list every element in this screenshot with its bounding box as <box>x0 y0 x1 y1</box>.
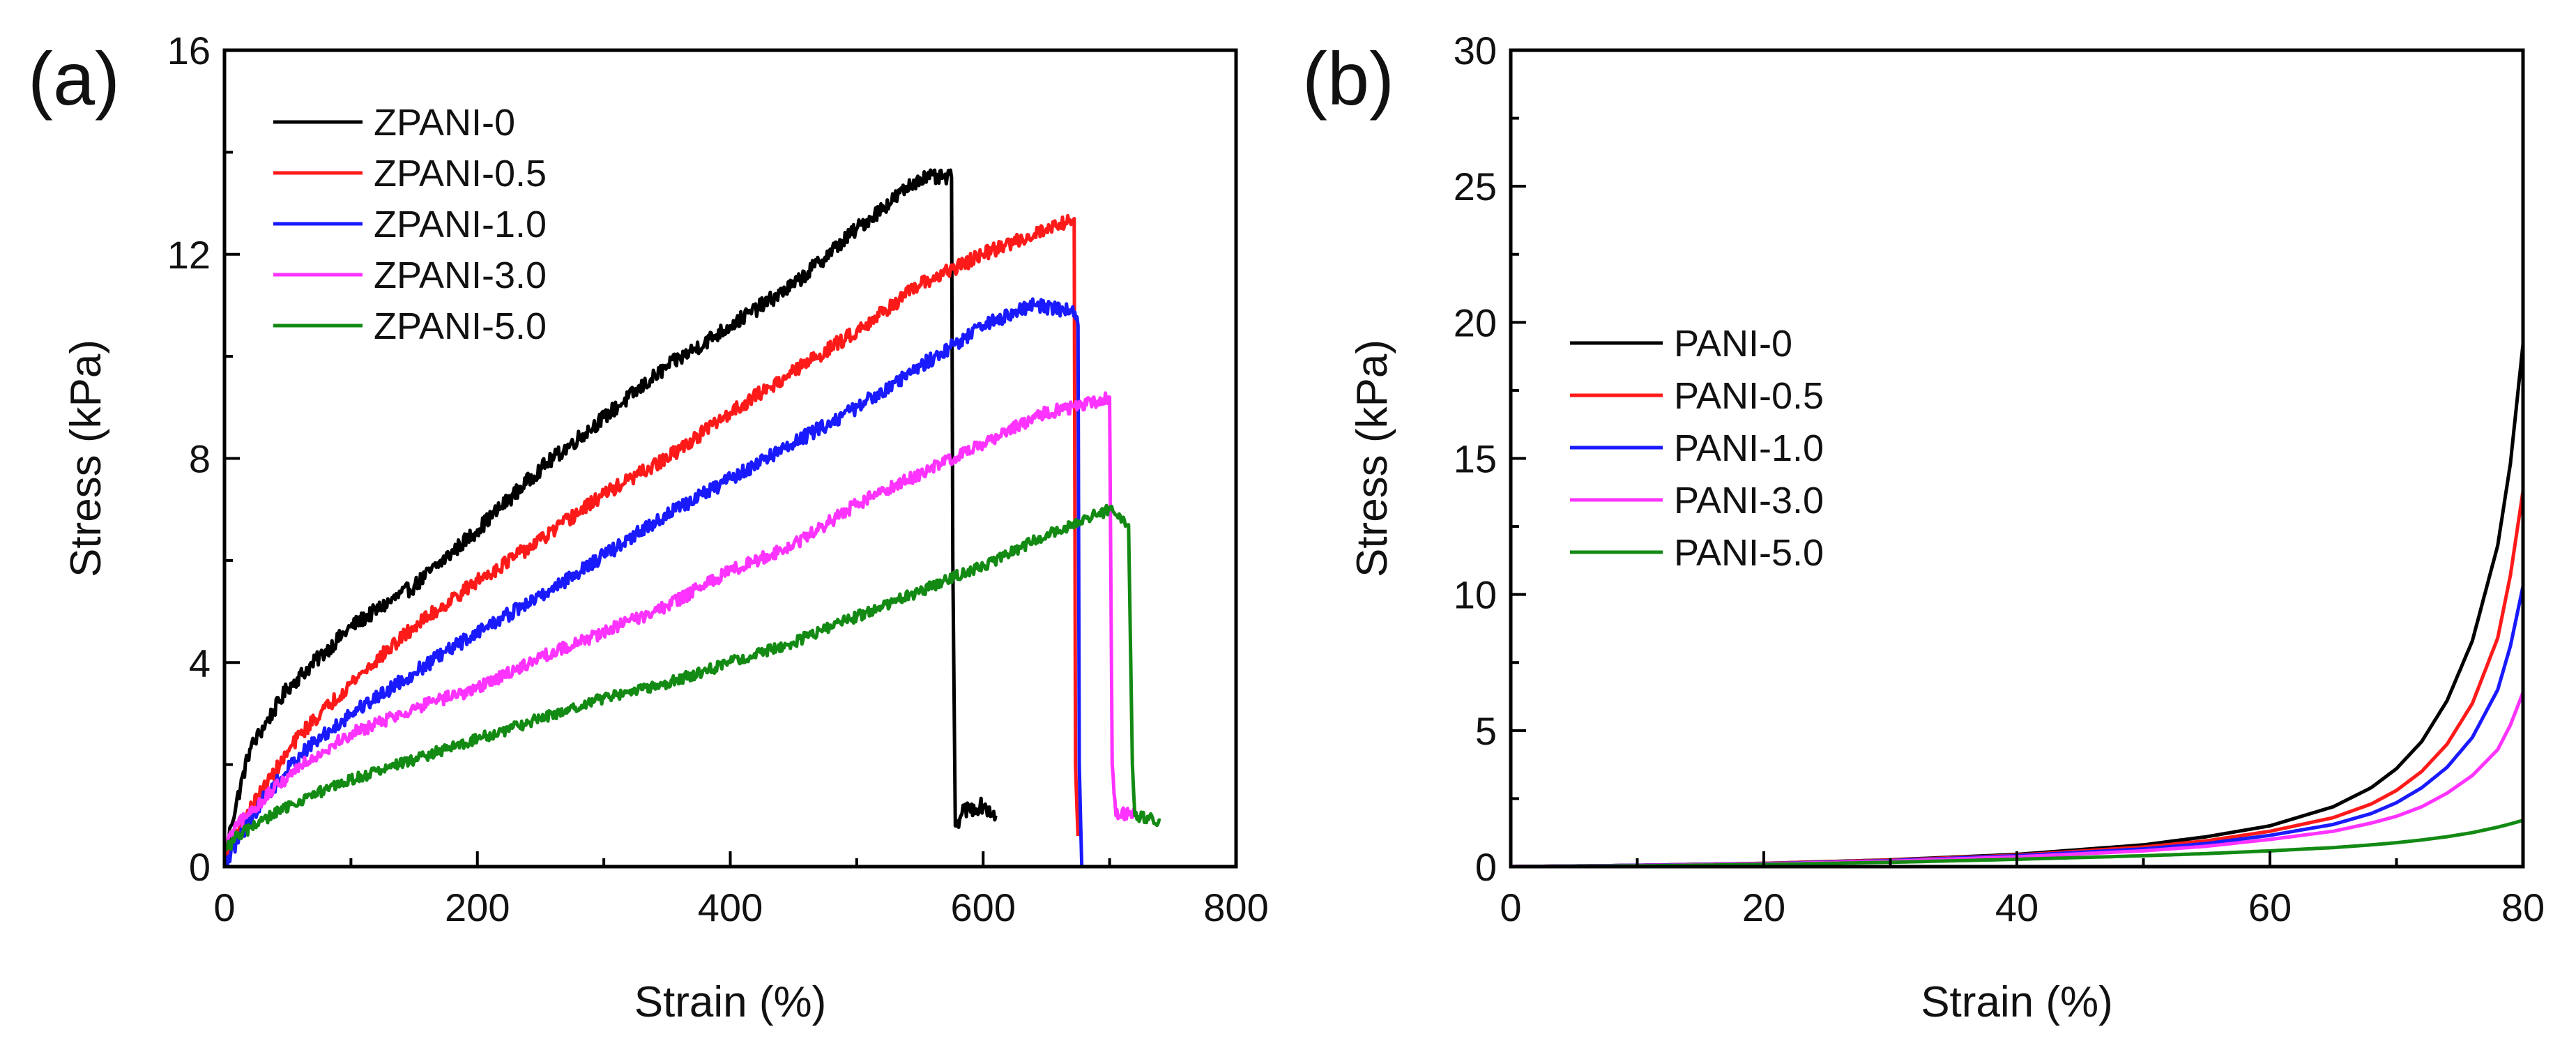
x-tick-label: 200 <box>445 885 510 929</box>
panel-a-chart: 0 200 400 600 800 0 4 8 12 16 Strain (%) Stress (kP… <box>28 29 1269 1026</box>
legend: PANI-0 PANI-0.5 PANI-1.0 PANI-3.0 PANI-5.0 <box>1570 323 1824 574</box>
x-tick-label: 800 <box>1203 885 1268 929</box>
legend-label: PANI-0.5 <box>1674 375 1824 417</box>
series-line-zpani-1.0 <box>224 297 1084 867</box>
y-tick-label: 15 <box>1454 437 1497 481</box>
series-line-pani-5.0 <box>1511 819 2523 867</box>
series-line-zpani-3.0 <box>224 391 1136 847</box>
y-tick-label: 10 <box>1454 573 1497 617</box>
x-tick-label: 0 <box>213 885 235 929</box>
x-tick-label: 600 <box>951 885 1016 929</box>
x-tick-label: 400 <box>698 885 763 929</box>
series-line-zpani-5.0 <box>224 503 1161 852</box>
panel-label: (a) <box>28 36 120 121</box>
y-tick-label: 5 <box>1475 709 1497 753</box>
x-axis-title: Strain (%) <box>1921 978 2113 1026</box>
y-axis-title: Stress (kPa) <box>1348 340 1396 577</box>
legend: ZPANI-0 ZPANI-0.5 ZPANI-1.0 ZPANI-3.0 ZPANI-… <box>273 102 547 347</box>
series-line-zpani-0.5 <box>224 213 1080 867</box>
y-tick-label: 8 <box>189 437 211 481</box>
y-tick-label: 20 <box>1454 300 1497 344</box>
x-tick-label: 80 <box>2501 885 2545 929</box>
series-line-pani-0 <box>1511 344 2523 867</box>
y-tick-label: 30 <box>1454 29 1497 73</box>
legend-label: ZPANI-0 <box>374 102 515 144</box>
series-line-pani-0.5 <box>1511 490 2523 867</box>
x-axis-title: Strain (%) <box>634 978 827 1026</box>
legend-label: PANI-3.0 <box>1674 480 1824 522</box>
series-line-pani-3.0 <box>1511 692 2523 867</box>
y-tick-label: 12 <box>167 233 211 277</box>
x-tick-label: 60 <box>2248 885 2292 929</box>
y-tick-label: 4 <box>189 641 211 685</box>
series-line-zpani-0 <box>224 168 998 867</box>
x-tick-label: 0 <box>1500 885 1521 929</box>
legend-label: PANI-1.0 <box>1674 427 1824 469</box>
plot-area <box>224 168 1161 867</box>
legend-label: ZPANI-0.5 <box>374 153 547 195</box>
legend-label: PANI-5.0 <box>1674 532 1824 574</box>
x-tick-label: 20 <box>1742 885 1785 929</box>
axes-frame <box>1509 48 2525 869</box>
y-axis-title: Stress (kPa) <box>62 340 110 577</box>
y-tick-label: 25 <box>1454 165 1497 208</box>
y-tick-label: 0 <box>1475 845 1497 889</box>
legend-label: ZPANI-3.0 <box>374 254 547 296</box>
plot-area <box>1511 344 2523 867</box>
y-tick-label: 0 <box>189 845 211 889</box>
y-tick-label: 16 <box>167 29 211 73</box>
legend-label: ZPANI-1.0 <box>374 204 547 245</box>
x-tick-label: 40 <box>1995 885 2038 929</box>
legend-label: PANI-0 <box>1674 323 1792 365</box>
panel-label: (b) <box>1302 36 1394 121</box>
legend-label: ZPANI-5.0 <box>374 305 547 347</box>
panel-b-chart: 0 20 40 60 80 0 5 10 15 20 25 30 Strain (%) Stress (k… <box>1302 29 2545 1026</box>
